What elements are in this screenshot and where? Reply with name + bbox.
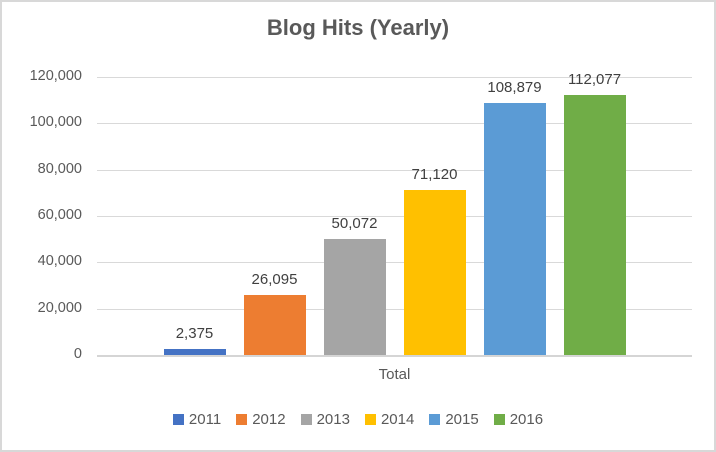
gridline: [97, 123, 692, 125]
data-label-2011: 2,375: [175, 325, 214, 343]
bar-2013: [323, 238, 386, 355]
bar-2012: [243, 294, 306, 355]
legend-item-2013: 2013: [300, 411, 350, 428]
gridline: [97, 216, 692, 217]
legend-swatch-icon: [236, 414, 248, 425]
legend-label: 2012: [252, 411, 286, 428]
data-label-2014: 71,120: [411, 166, 458, 184]
y-tick-label: 20,000: [37, 299, 82, 316]
legend-item-2012: 2012: [236, 411, 286, 428]
legend-item-2015: 2015: [429, 411, 479, 428]
legend-label: 2014: [380, 411, 415, 428]
legend-swatch-icon: [364, 414, 376, 425]
data-label-2015: 108,879: [487, 78, 542, 96]
y-tick-label: 60,000: [37, 207, 82, 223]
legend-label: 2013: [316, 411, 350, 428]
y-tick-label: 0: [73, 346, 82, 362]
plot-area: 2,375 26,095 50,072 71,120 108,879 112,077: [97, 71, 692, 357]
data-label-2013: 50,072: [331, 214, 378, 232]
legend-swatch-icon: [429, 414, 441, 425]
bar-2011: [163, 349, 226, 355]
y-tick-label: 40,000: [37, 253, 82, 270]
legend-label: 2011: [188, 411, 222, 428]
x-axis-category-label: Total: [378, 366, 411, 383]
legend: 2011 2012 2013 2014 2015 2016: [2, 411, 714, 428]
legend-item-2011: 2011: [172, 411, 222, 428]
data-label-2012: 26,095: [251, 270, 298, 288]
legend-swatch-icon: [172, 414, 184, 425]
legend-label: 2016: [509, 411, 544, 428]
y-tick-label: 100,000: [29, 114, 82, 131]
gridline: [97, 169, 692, 171]
legend-item-2014: 2014: [364, 411, 415, 428]
chart-title: Blog Hits (Yearly): [266, 15, 450, 40]
bar-2014: [403, 190, 466, 355]
gridline: [97, 308, 692, 310]
gridline: [97, 77, 692, 78]
legend-item-2016: 2016: [493, 411, 544, 428]
legend-swatch-icon: [493, 414, 505, 425]
y-tick-label: 120,000: [29, 68, 82, 84]
legend-label: 2015: [445, 411, 479, 428]
bar-2016: [563, 95, 626, 355]
x-axis-line: [97, 355, 692, 357]
gridline: [97, 262, 692, 264]
legend-swatch-icon: [300, 414, 312, 425]
data-label-2016: 112,077: [567, 71, 622, 89]
y-tick-label: 80,000: [37, 160, 82, 177]
bar-2015: [483, 102, 546, 355]
